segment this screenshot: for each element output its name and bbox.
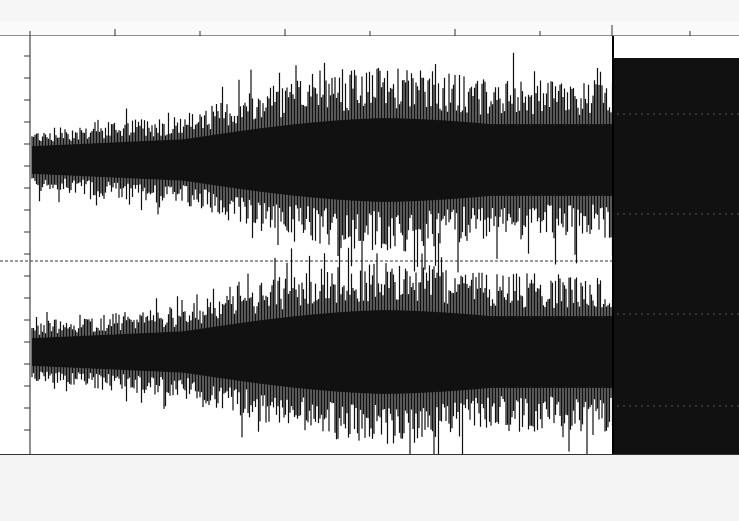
waveform-channel-2-core bbox=[31, 310, 613, 394]
status-bar bbox=[0, 454, 739, 521]
waveform-view[interactable] bbox=[0, 36, 739, 454]
time-ruler-ticks bbox=[0, 25, 739, 37]
selection-region bbox=[613, 58, 739, 454]
time-ruler[interactable] bbox=[0, 22, 739, 37]
waveform-editor[interactable] bbox=[0, 36, 739, 454]
title-bar bbox=[0, 0, 739, 23]
waveform-channel-1-core bbox=[31, 118, 613, 202]
